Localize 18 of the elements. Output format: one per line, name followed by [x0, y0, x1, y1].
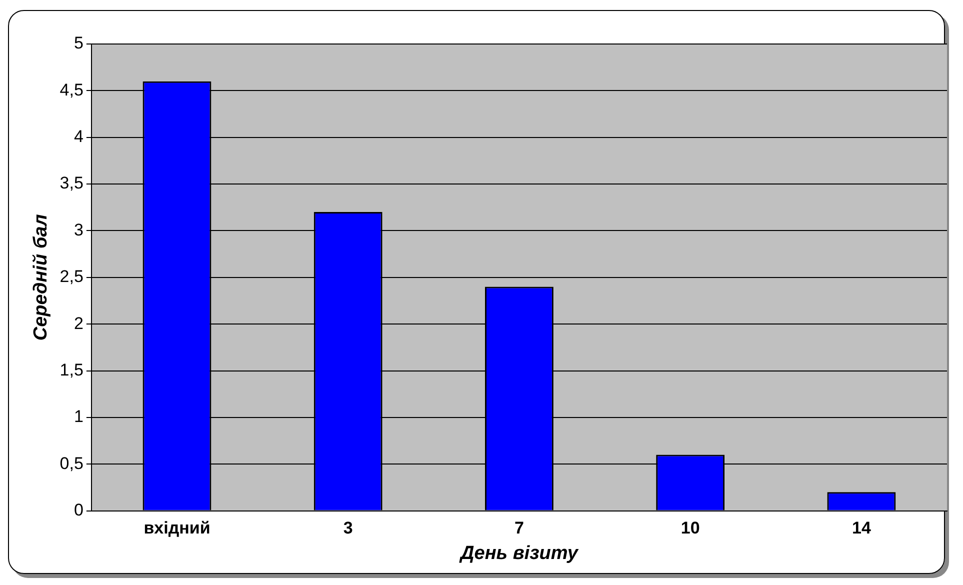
y-tick-label: 0,5	[60, 454, 84, 473]
x-tick-label: 3	[343, 518, 353, 538]
y-tick-label: 4,5	[60, 80, 84, 100]
x-tick-label: вхідний	[144, 518, 210, 538]
y-tick-label: 1,5	[60, 360, 84, 380]
x-axis-title: День візиту	[458, 542, 580, 564]
y-axis-title: Середній бал	[30, 214, 52, 341]
y-tick-label: 4	[74, 127, 84, 146]
x-tick-label: 10	[680, 518, 700, 538]
y-tick-label: 2	[74, 314, 84, 333]
y-tick-label: 5	[74, 34, 84, 53]
x-tick-label: 7	[514, 518, 524, 538]
y-tick-label: 2,5	[60, 267, 84, 286]
x-tick-label: 14	[852, 518, 872, 538]
y-tick-label: 3	[74, 220, 84, 240]
y-tick-label: 3,5	[60, 174, 84, 193]
y-tick-label: 1	[74, 407, 84, 426]
y-tick-label: 0	[74, 500, 84, 520]
